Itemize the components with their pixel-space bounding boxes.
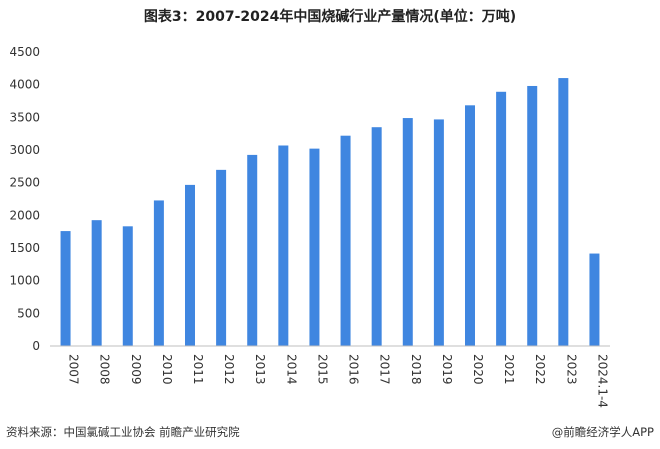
x-tick-label: 2009 <box>129 354 143 385</box>
bar-2024.1-4 <box>589 253 600 346</box>
y-tick-label: 4500 <box>9 45 40 59</box>
x-tick-label: 2019 <box>440 354 454 385</box>
x-tick-label: 2010 <box>160 354 174 385</box>
y-tick-label: 1000 <box>9 274 40 288</box>
y-axis: 0 500 1000 1500 2000 2500 3000 3500 4000 4500 <box>9 45 40 353</box>
footer: 资料来源：中国氯碱工业协会 前瞻产业研究院 @前瞻经济学人APP <box>6 424 654 444</box>
x-tick-label: 2011 <box>191 354 205 385</box>
y-tick-label: 2000 <box>9 208 40 222</box>
x-tick-label: 2023 <box>564 354 578 385</box>
x-tick-label: 2007 <box>67 354 81 385</box>
bar-2010 <box>153 200 164 346</box>
bar-2021 <box>496 91 507 347</box>
x-axis: 2007 2008 2009 2010 2011 2012 2013 2014 2015 2016… <box>67 354 610 408</box>
x-tick-label: 2020 <box>471 354 485 385</box>
bar-2018 <box>402 118 413 346</box>
bar-2023 <box>558 78 569 347</box>
brand-credit: @前瞻经济学人APP <box>551 425 654 439</box>
bar-2013 <box>247 154 258 346</box>
bar-2009 <box>122 226 133 346</box>
x-tick-label: 2013 <box>253 354 267 385</box>
x-tick-label: 2012 <box>222 354 236 385</box>
x-tick-label: 2016 <box>347 354 361 385</box>
y-tick-label: 4000 <box>9 78 40 92</box>
bar-2022 <box>527 85 538 347</box>
bar-2007 <box>60 231 71 346</box>
bar-2020 <box>465 105 475 346</box>
bar-2019 <box>433 119 444 346</box>
x-tick-label: 2021 <box>502 354 516 385</box>
bar-2012 <box>216 169 227 346</box>
x-tick-label: 2008 <box>98 354 112 385</box>
bars <box>60 78 600 347</box>
y-tick-label: 0 <box>32 339 40 353</box>
bar-2017 <box>371 127 382 346</box>
source-note: 资料来源：中国氯碱工业协会 前瞻产业研究院 <box>6 425 240 439</box>
y-tick-label: 1500 <box>9 241 40 255</box>
x-tick-label: 2015 <box>315 354 329 385</box>
x-tick-label: 2018 <box>409 354 423 385</box>
y-tick-label: 3000 <box>9 143 40 157</box>
x-tick-label: 2024.1-4 <box>595 354 609 408</box>
bar-2011 <box>185 184 195 346</box>
x-tick-label: 2017 <box>378 354 392 385</box>
bar-2008 <box>91 220 102 346</box>
x-tick-label: 2014 <box>284 354 298 385</box>
bar-2016 <box>340 135 351 346</box>
bar-chart: 0 500 1000 1500 2000 2500 3000 3500 4000 4500 200… <box>9 45 610 408</box>
bar-2015 <box>309 148 320 346</box>
chart-title: 图表3：2007-2024年中国烧碱行业产量情况(单位：万吨) <box>143 9 517 25</box>
y-tick-label: 3500 <box>9 110 40 124</box>
y-tick-label: 2500 <box>9 176 40 190</box>
y-tick-label: 500 <box>17 306 40 320</box>
x-tick-label: 2022 <box>533 354 547 385</box>
bar-2014 <box>278 145 289 346</box>
